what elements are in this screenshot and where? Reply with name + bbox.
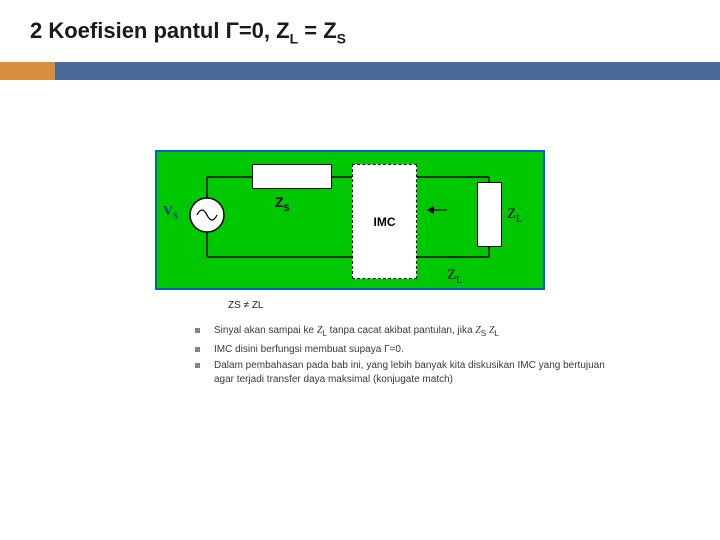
bullet-text: Sinyal akan sampai ke ZL tanpa cacat aki… (214, 324, 625, 340)
zl-label-top: ZL (507, 206, 522, 225)
page-title: 2 Koefisien pantul Γ=0, ZL = ZS (30, 18, 346, 46)
list-item: Dalam pembahasan pada bab ini, yang lebi… (195, 359, 625, 386)
divider-accent (0, 62, 55, 80)
bullet-text: Dalam pembahasan pada bab ini, yang lebi… (214, 359, 625, 386)
circuit-diagram: IMC VS ZS ZL ZL (155, 150, 545, 290)
bullet-icon (195, 363, 200, 368)
zs-impedance-box (252, 164, 332, 189)
zl-impedance-box (477, 182, 502, 247)
bullet-text: IMC disini berfungsi membuat supaya Γ=0. (214, 343, 625, 357)
zs-zl-inequality-note: ZS ≠ ZL (228, 300, 264, 311)
bullet-icon (195, 347, 200, 352)
imc-block: IMC (352, 164, 417, 279)
vs-label: VS (163, 204, 178, 221)
zl-label-bottom: ZL (447, 267, 462, 286)
list-item: Sinyal akan sampai ke ZL tanpa cacat aki… (195, 324, 625, 340)
divider-bar (0, 62, 720, 80)
list-item: IMC disini berfungsi membuat supaya Γ=0. (195, 343, 625, 357)
bullet-icon (195, 328, 200, 333)
bullet-list: Sinyal akan sampai ke ZL tanpa cacat aki… (195, 324, 625, 389)
divider-main (55, 62, 720, 80)
zs-label: ZS (275, 194, 290, 213)
